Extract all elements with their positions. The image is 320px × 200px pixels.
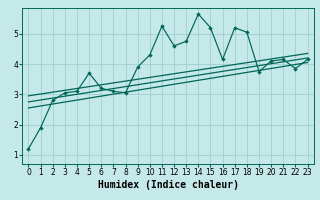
Point: [208, 26, 213, 29]
Point: [38, 126, 43, 129]
Point: [196, 12, 201, 16]
Point: [232, 26, 237, 29]
Point: [220, 58, 225, 61]
Point: [244, 31, 249, 34]
Point: [26, 147, 31, 150]
Point: [147, 53, 152, 57]
Point: [184, 40, 189, 43]
Point: [62, 91, 68, 94]
Point: [99, 87, 104, 90]
Point: [159, 25, 164, 28]
Point: [281, 58, 286, 61]
Point: [293, 67, 298, 70]
Point: [135, 65, 140, 69]
Point: [87, 72, 92, 75]
Point: [305, 58, 310, 61]
Point: [256, 70, 261, 73]
Point: [172, 44, 177, 47]
Point: [111, 90, 116, 93]
Point: [268, 59, 274, 63]
Point: [50, 99, 55, 102]
X-axis label: Humidex (Indice chaleur): Humidex (Indice chaleur): [98, 180, 238, 190]
Point: [75, 90, 80, 93]
Point: [123, 91, 128, 94]
